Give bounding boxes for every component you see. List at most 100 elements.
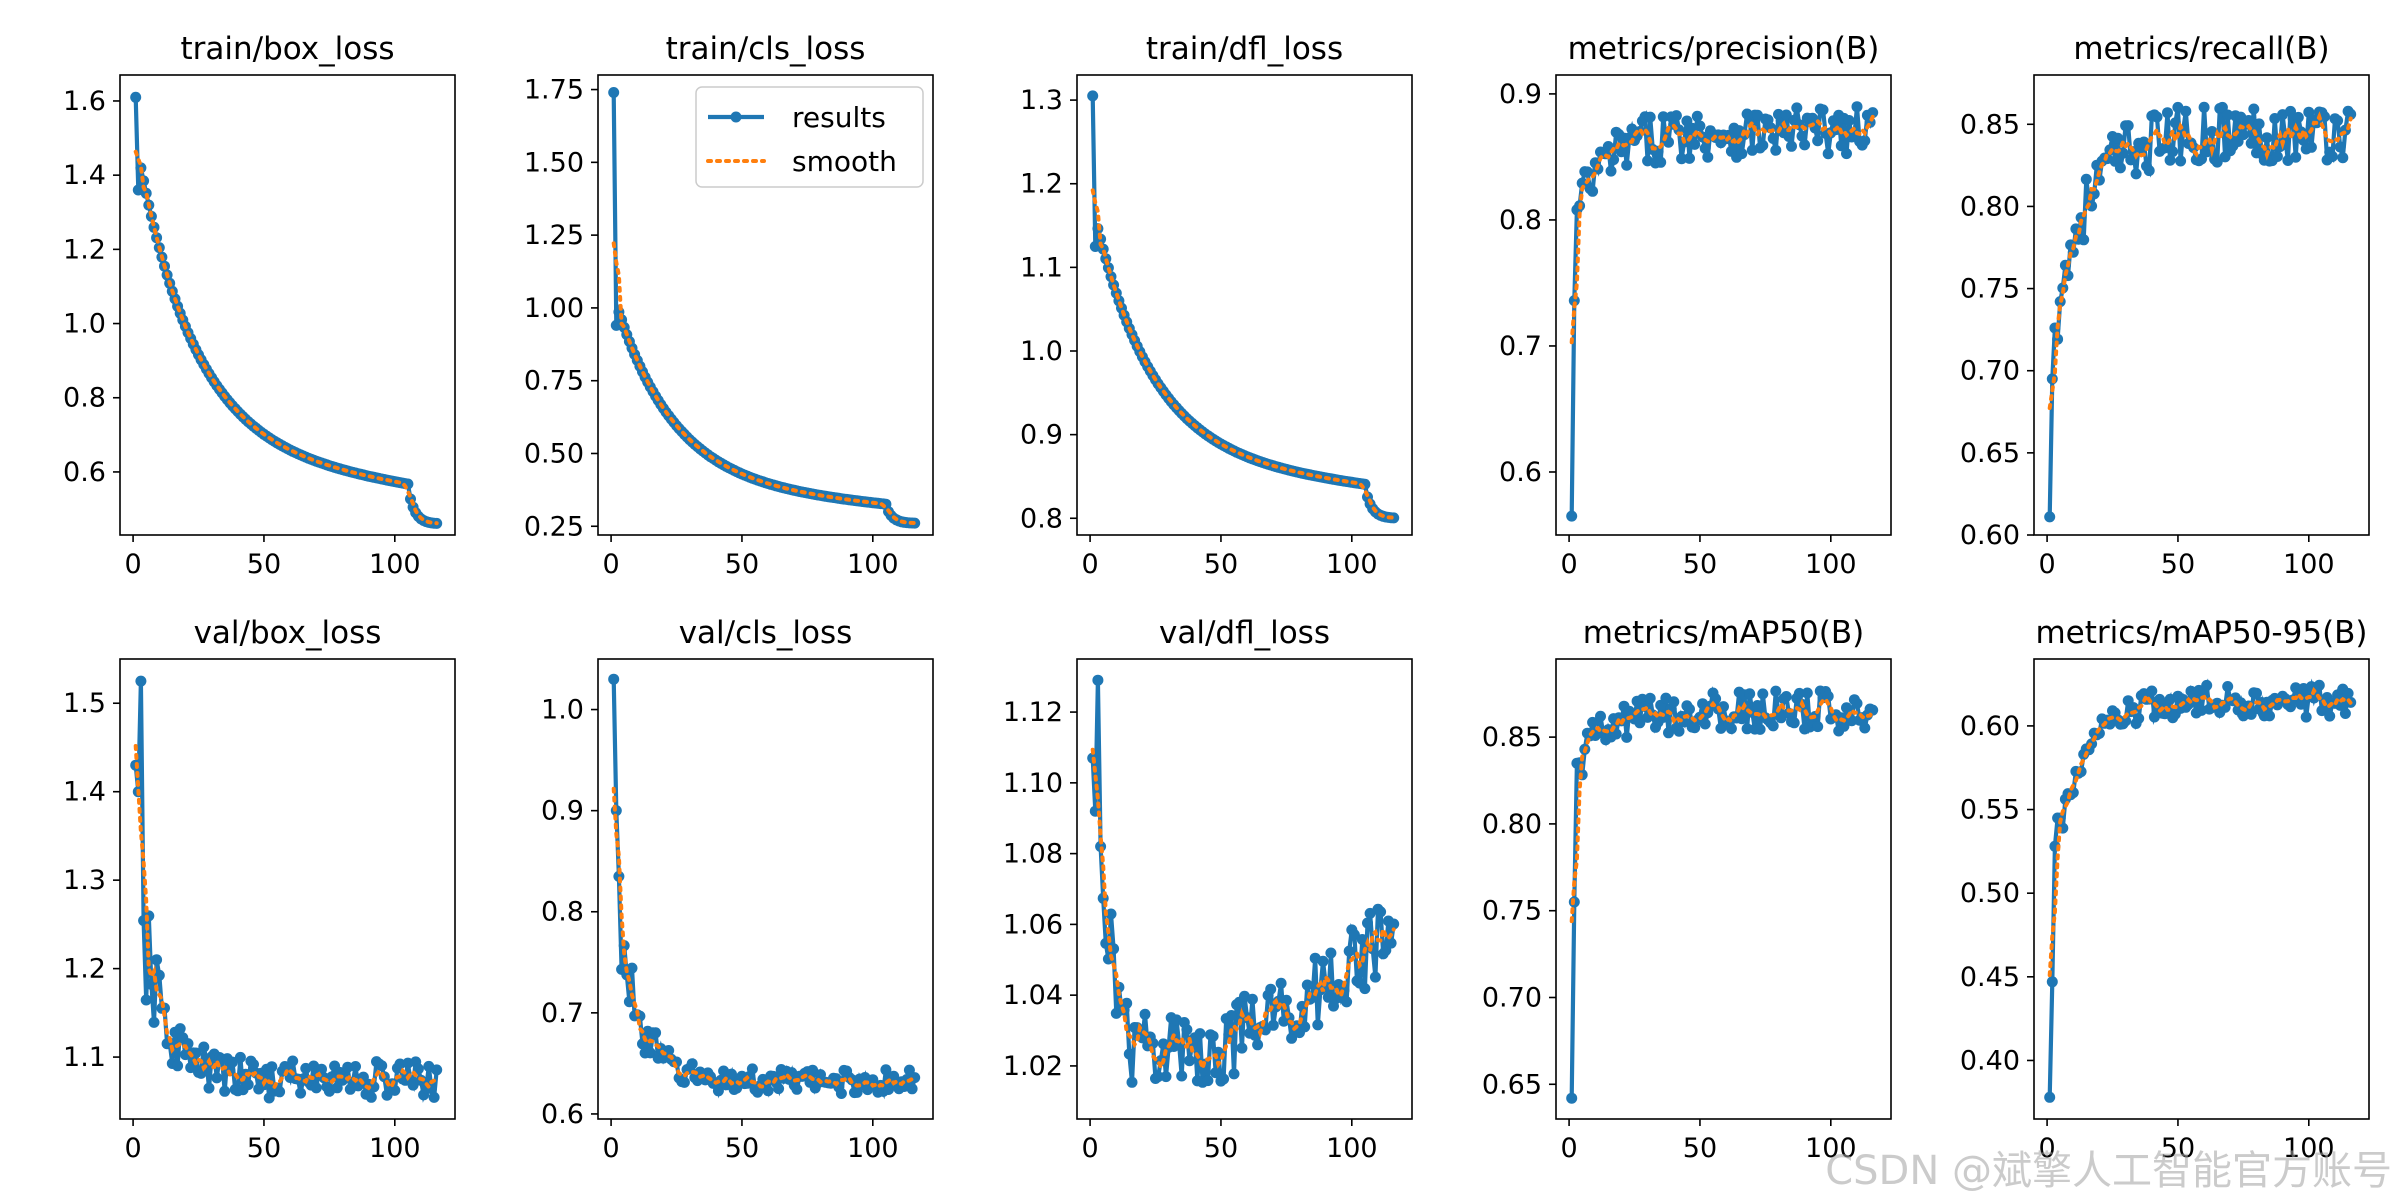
smooth-line [1569,114,1875,345]
results-point [2180,105,2192,117]
results-point [2290,151,2302,163]
subplot-title: metrics/mAP50-95(B) [2035,615,2367,651]
results-point [1657,111,1669,123]
results-point [1702,151,1714,163]
results-point [1225,1010,1237,1021]
results-point [1699,718,1711,730]
x-tick-label: 100 [1326,1133,1378,1164]
smooth-line [2047,111,2353,410]
results-point [1770,144,1782,156]
results-point [712,1085,724,1097]
axes-frame [1076,74,1413,536]
smooth-line [611,786,917,1090]
results-point [1299,1021,1311,1033]
x-tick-label: 0 [1081,549,1098,580]
results-point [2198,101,2210,113]
results-point [2342,687,2354,699]
results-point [295,1087,307,1099]
y-tick-label: 0.70 [1482,982,1542,1013]
x-tick-label: 50 [247,1133,281,1164]
x-tick-label: 0 [124,1133,141,1164]
results-point [1770,685,1782,697]
results-point [1621,731,1633,743]
results-point [2324,710,2336,722]
results-point [1767,133,1779,144]
results-point [1202,1075,1214,1087]
plot-area [130,675,443,1104]
results-point [2326,151,2338,162]
y-tick-label: 1.1 [1020,252,1063,283]
y-tick-label: 0.7 [541,998,584,1029]
y-tick-label: 1.5 [63,688,106,719]
subplot-5: val/box_loss 0 50 100 1.1 1.2 1.3 1.4 1.5 [63,615,456,1164]
y-tick-label: 1.04 [1003,980,1063,1011]
results-point [1236,1042,1248,1054]
results-point [1867,107,1879,119]
results-point [234,1051,246,1063]
results-point [2078,234,2090,246]
y-tick-label: 1.2 [1020,169,1063,200]
results-point [2154,693,2166,705]
legend-results-marker [730,111,742,123]
results-point [368,1081,380,1093]
results-point [310,1082,322,1094]
results-point [1615,146,1627,158]
y-tick-label: 0.60 [1960,711,2020,742]
smooth-line [2047,686,2353,978]
x-tick-label: 0 [602,549,619,580]
results-point [1184,1055,1195,1067]
axes-frame [119,658,456,1120]
results-line [1090,680,1396,1086]
results-point [1725,723,1737,735]
y-tick-label: 0.9 [541,796,584,827]
results-point [1194,1028,1206,1040]
results-point [2044,1091,2056,1103]
results-point [1317,955,1329,967]
results-point [1385,937,1397,949]
results-point [626,962,638,974]
results-point [1673,725,1685,737]
y-tick-label: 0.55 [1960,795,2020,826]
axes-frame [1555,658,1892,1120]
results-point [1851,101,1863,113]
results-point [773,1083,785,1095]
results-point [2319,111,2330,123]
results-point [1689,138,1701,150]
results-point [1595,710,1606,722]
results-point [2264,710,2275,722]
plot-area [1087,674,1400,1088]
plot-area [1087,90,1400,524]
results-point [2169,117,2181,129]
results-point [1796,130,1808,142]
results-point [376,1060,388,1072]
results-point [762,1085,774,1097]
results-point [2044,511,2056,523]
results-point [608,87,620,98]
y-tick-label: 0.80 [1960,191,2020,222]
results-point [1123,1048,1135,1060]
y-tick-label: 1.6 [63,86,106,117]
smooth-line [1569,696,1875,924]
x-tick-label: 50 [247,549,281,580]
y-tick-label: 1.2 [63,954,106,985]
results-point [1655,156,1667,168]
results-point [1176,1070,1188,1082]
results-point [1859,722,1871,734]
results-point [1676,153,1688,165]
results-point [650,1027,662,1039]
results-point [2300,711,2312,723]
y-tick-label: 1.3 [1020,85,1063,116]
results-point [678,1076,690,1088]
axes-frame [597,658,934,1120]
legend: results smooth [695,86,924,188]
results-point [1841,702,1852,714]
y-tick-label: 0.80 [1482,809,1542,840]
x-tick-label: 0 [1081,1133,1098,1164]
x-tick-label: 50 [1204,1133,1238,1164]
results-point [1817,104,1829,116]
y-tick-label: 0.75 [1482,896,1542,927]
results-point [1684,152,1695,164]
results-point [2261,132,2273,144]
results-point [1684,703,1695,715]
results-point [1228,1068,1240,1080]
